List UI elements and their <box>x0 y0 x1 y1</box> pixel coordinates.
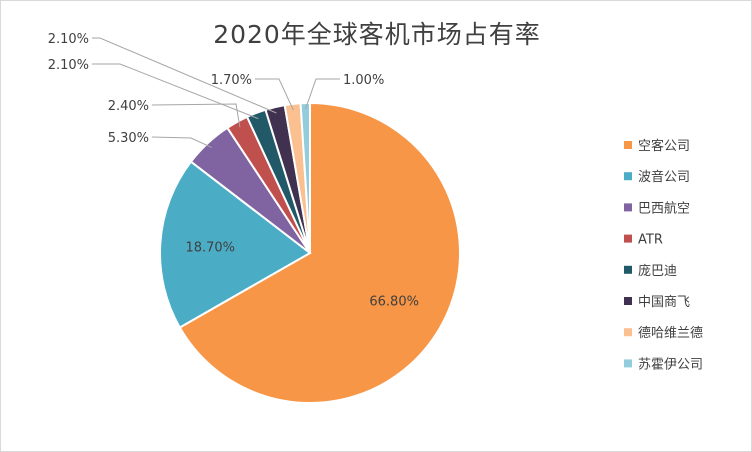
pie-slices <box>158 101 461 404</box>
legend-label-8: 苏霍伊公司 <box>638 356 703 372</box>
legend-label-1: 空客公司 <box>638 138 690 154</box>
leader-line-5 <box>92 63 259 120</box>
leader-line-3 <box>151 136 213 149</box>
data-label-6: 2.10% <box>48 32 89 47</box>
legend-label-5: 庞巴迪 <box>638 263 677 279</box>
leader-lines <box>92 37 340 149</box>
leader-line-4 <box>151 103 241 128</box>
legend-swatch-7 <box>624 328 632 337</box>
leader-line-8 <box>305 78 340 110</box>
legend-swatch-1 <box>624 141 632 149</box>
legend-label-3: 巴西航空 <box>638 200 690 216</box>
legend-swatch-6 <box>624 297 632 305</box>
data-label-3: 5.30% <box>108 131 149 146</box>
data-label-1: 66.80% <box>369 295 419 310</box>
leader-line-7 <box>255 78 294 111</box>
data-label-7: 1.70% <box>211 73 252 88</box>
data-label-2: 18.70% <box>185 240 235 255</box>
pie-slice-8 <box>299 101 311 254</box>
legend-label-7: 德哈维兰德 <box>638 326 703 341</box>
legend-swatch-8 <box>624 359 632 368</box>
legend-swatch-2 <box>624 172 632 181</box>
data-labels: 66.80% 18.70% 5.30% 2.40% 2.10% 2.10% 1.70% 1.0… <box>48 32 419 310</box>
legend-label-6: 中国商飞 <box>638 295 690 310</box>
data-label-8: 1.00% <box>343 73 384 88</box>
legend-swatch-5 <box>624 265 632 274</box>
pie-slice-2 <box>158 160 312 329</box>
data-label-4: 2.40% <box>108 99 149 114</box>
pie-slice-1 <box>178 101 461 404</box>
legend-swatch-3 <box>624 203 632 212</box>
chart-title: 2020年全球客机市场占有率 <box>213 20 541 49</box>
legend-label-2: 波音公司 <box>638 169 690 185</box>
data-label-5: 2.10% <box>48 58 89 73</box>
legend-label-4: ATR <box>638 233 663 248</box>
leader-line-6 <box>92 37 277 114</box>
legend-swatch-4 <box>624 234 632 243</box>
